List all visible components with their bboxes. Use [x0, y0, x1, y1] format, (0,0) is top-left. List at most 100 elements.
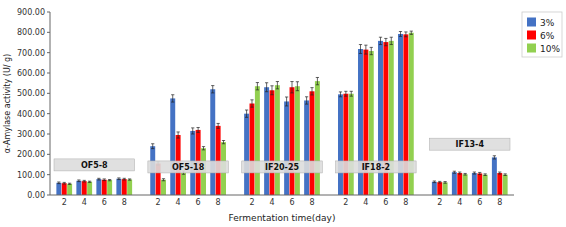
x-tick-label: 4	[457, 198, 462, 207]
error-bar	[296, 82, 299, 91]
annotation: IF13-4	[456, 140, 485, 149]
error-bar	[464, 173, 467, 175]
error-bar	[177, 132, 180, 138]
error-bar	[344, 91, 347, 96]
bar	[463, 174, 468, 195]
bar	[369, 51, 374, 195]
error-bar	[128, 179, 131, 180]
bar	[477, 173, 482, 195]
error-bar	[478, 172, 481, 174]
error-bar	[444, 182, 447, 184]
bar	[295, 86, 300, 195]
error-bar	[493, 156, 496, 159]
bar	[56, 183, 61, 195]
y-tick-label: 900.00	[17, 8, 45, 17]
error-bar	[191, 128, 194, 134]
bar	[457, 173, 462, 195]
x-tick-label: 4	[82, 198, 87, 207]
x-axis-label: Fermentation time(day)	[229, 213, 336, 223]
bar	[443, 182, 448, 195]
y-tick-label: 300.00	[17, 130, 45, 139]
bar	[338, 94, 343, 195]
y-tick-label: 500.00	[17, 89, 45, 98]
x-tick-label: 6	[383, 198, 388, 207]
y-tick-label: 400.00	[17, 110, 45, 119]
bar	[343, 94, 348, 195]
x-tick-label: 8	[403, 198, 408, 207]
error-bar	[245, 110, 248, 117]
annotation: OF5-8	[81, 161, 108, 170]
bar	[102, 180, 107, 195]
error-bar	[438, 181, 441, 183]
bar	[210, 89, 215, 195]
bar	[275, 85, 280, 195]
bar	[363, 50, 368, 195]
bar	[270, 90, 275, 195]
bar	[76, 181, 81, 195]
error-bar	[359, 45, 362, 54]
annotation-box	[148, 161, 228, 173]
error-bar	[256, 83, 259, 90]
error-bar	[458, 172, 461, 174]
annotation-box	[242, 161, 322, 173]
error-bar	[433, 181, 436, 183]
error-bar	[108, 180, 111, 181]
bar	[82, 181, 87, 195]
x-tick-label: 6	[477, 198, 482, 207]
error-bar	[197, 127, 200, 132]
y-tick-label: 200.00	[17, 150, 45, 159]
error-bar	[217, 123, 220, 128]
x-tick-label: 2	[343, 198, 348, 207]
error-bar	[123, 178, 126, 180]
bar	[181, 173, 186, 195]
error-bar	[68, 183, 71, 184]
bar	[244, 114, 249, 195]
y-tick-label: 800.00	[17, 28, 45, 37]
y-axis	[50, 12, 51, 195]
error-bar	[473, 172, 476, 174]
x-tick-label: 6	[102, 198, 107, 207]
error-bar	[103, 179, 106, 181]
bar	[284, 101, 289, 195]
error-bar	[339, 92, 342, 97]
error-bar	[162, 179, 165, 181]
error-bar	[250, 100, 253, 107]
bar	[349, 94, 354, 195]
error-bar	[370, 47, 373, 54]
annotation-box	[336, 161, 416, 173]
legend-label: 10%	[540, 44, 560, 54]
error-bar	[390, 37, 393, 44]
y-tick-label: 600.00	[17, 69, 45, 78]
bar	[503, 175, 508, 195]
annotation-box	[54, 159, 134, 171]
error-bar	[97, 178, 100, 180]
bar	[62, 183, 67, 195]
error-bar	[453, 171, 456, 173]
error-bar	[265, 83, 268, 92]
error-bar	[285, 97, 288, 106]
x-tick-label: 4	[269, 198, 274, 207]
x-tick-label: 6	[196, 198, 201, 207]
error-bar	[77, 180, 80, 182]
annotation: IF20-25	[265, 163, 299, 172]
bar	[483, 175, 488, 195]
annotation: IF18-2	[362, 163, 390, 172]
chart: 0.00100.00200.00300.00400.00500.00600.00…	[0, 0, 566, 227]
error-bar	[211, 86, 214, 93]
error-bar	[270, 86, 273, 95]
bar	[127, 180, 132, 195]
bar	[161, 180, 166, 195]
x-tick-label: 8	[497, 198, 502, 207]
bar	[107, 180, 112, 195]
error-bar	[202, 147, 205, 150]
bar	[216, 126, 221, 195]
error-bar	[350, 91, 353, 96]
x-axis	[50, 195, 514, 196]
legend: 3%6%10%	[522, 12, 562, 57]
x-tick-label: 2	[156, 198, 161, 207]
legend-swatch	[527, 31, 536, 40]
error-bar	[57, 182, 60, 184]
bar	[122, 179, 127, 195]
bar	[290, 87, 295, 195]
bar	[452, 172, 457, 195]
